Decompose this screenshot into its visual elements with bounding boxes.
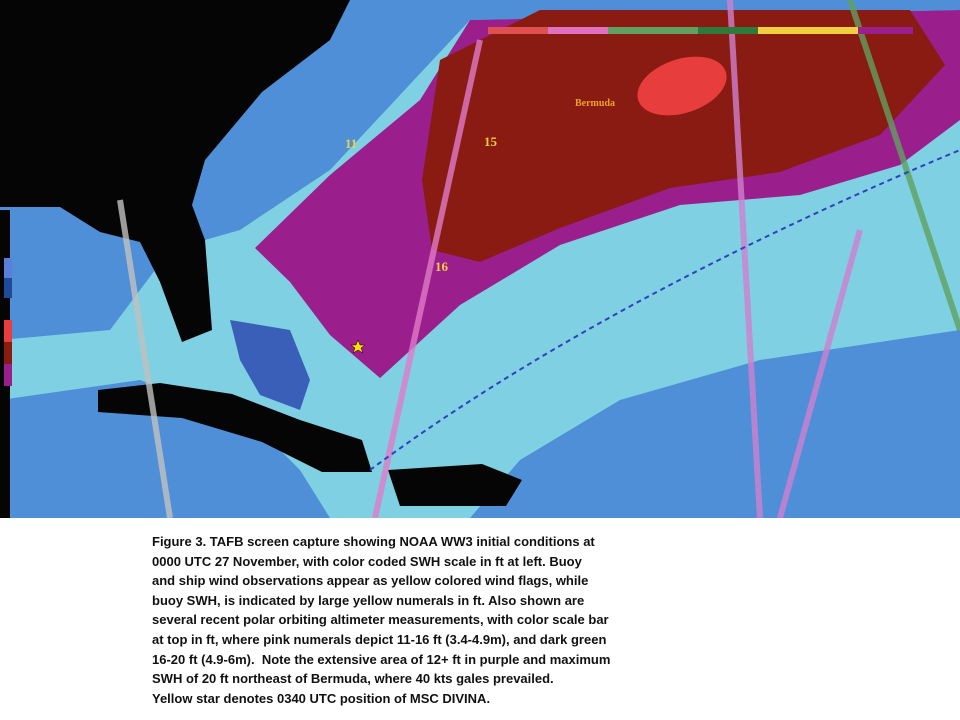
scale-seg [4, 364, 12, 386]
bermuda-label: Bermuda [575, 98, 615, 109]
track [372, 39, 483, 518]
swh-scale-bar [4, 258, 12, 386]
caption-line: 16-20 ft (4.9-6m). Note the extensive ar… [152, 651, 611, 667]
swh-max [637, 56, 727, 116]
scale-seg [858, 27, 913, 34]
caption-line: and ship wind observations appear as yel… [152, 573, 589, 589]
land-hispaniola [388, 464, 522, 506]
altimeter-tracks [117, 0, 960, 518]
swh-low [230, 320, 310, 410]
caption-line: buoy SWH, is indicated by large yellow n… [152, 592, 585, 608]
scale-seg [4, 278, 12, 298]
scale-seg [698, 27, 758, 34]
scale-seg [488, 27, 548, 34]
ship-star [350, 339, 366, 354]
altimeter-scale-bar [488, 27, 913, 34]
scale-seg [548, 27, 608, 34]
caption-line: 0000 UTC 27 November, with color coded S… [152, 553, 582, 569]
buoy-swh: 11 [345, 136, 357, 151]
land-cuba [98, 383, 372, 472]
front [369, 149, 960, 471]
track [727, 0, 763, 518]
scale-seg [4, 258, 12, 278]
scale-seg [4, 320, 12, 342]
track [847, 0, 960, 331]
land-us [0, 0, 350, 342]
buoy-swh: 16 [435, 259, 449, 274]
scale-seg [4, 342, 12, 364]
caption-line: several recent polar orbiting altimeter … [152, 612, 609, 628]
wave-map: Bermuda 11 15 16 [0, 0, 960, 518]
caption: Figure 3. TAFB screen capture showing NO… [152, 532, 712, 708]
buoy-swh: 15 [484, 134, 498, 149]
scale-seg [758, 27, 858, 34]
track [117, 199, 173, 518]
caption-line: SWH of 20 ft northeast of Bermuda, where… [152, 671, 554, 687]
swh-16-plus [422, 10, 945, 262]
caption-line: at top in ft, where pink numerals depict… [152, 631, 607, 647]
caption-line: Figure 3. TAFB screen capture showing NO… [152, 534, 595, 549]
caption-line: Yellow star denotes 0340 UTC position of… [152, 690, 491, 706]
track [777, 229, 863, 518]
scale-seg [608, 27, 698, 34]
